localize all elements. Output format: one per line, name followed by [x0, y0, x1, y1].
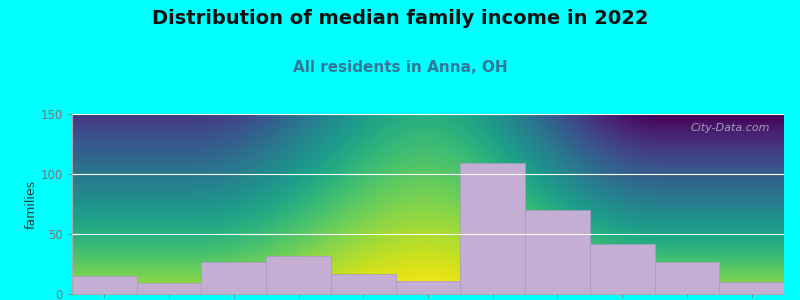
Bar: [525, 210, 590, 294]
Bar: [331, 274, 396, 294]
Bar: [266, 256, 331, 294]
Bar: [137, 283, 202, 294]
Text: City-Data.com: City-Data.com: [690, 123, 770, 133]
Y-axis label: families: families: [25, 179, 38, 229]
Bar: [460, 163, 525, 294]
Text: All residents in Anna, OH: All residents in Anna, OH: [293, 60, 507, 75]
Bar: [396, 281, 460, 294]
Bar: [202, 262, 266, 294]
Bar: [590, 244, 654, 294]
Bar: [654, 262, 719, 294]
Bar: [719, 282, 784, 294]
Text: Distribution of median family income in 2022: Distribution of median family income in …: [152, 9, 648, 28]
Bar: [72, 276, 137, 294]
